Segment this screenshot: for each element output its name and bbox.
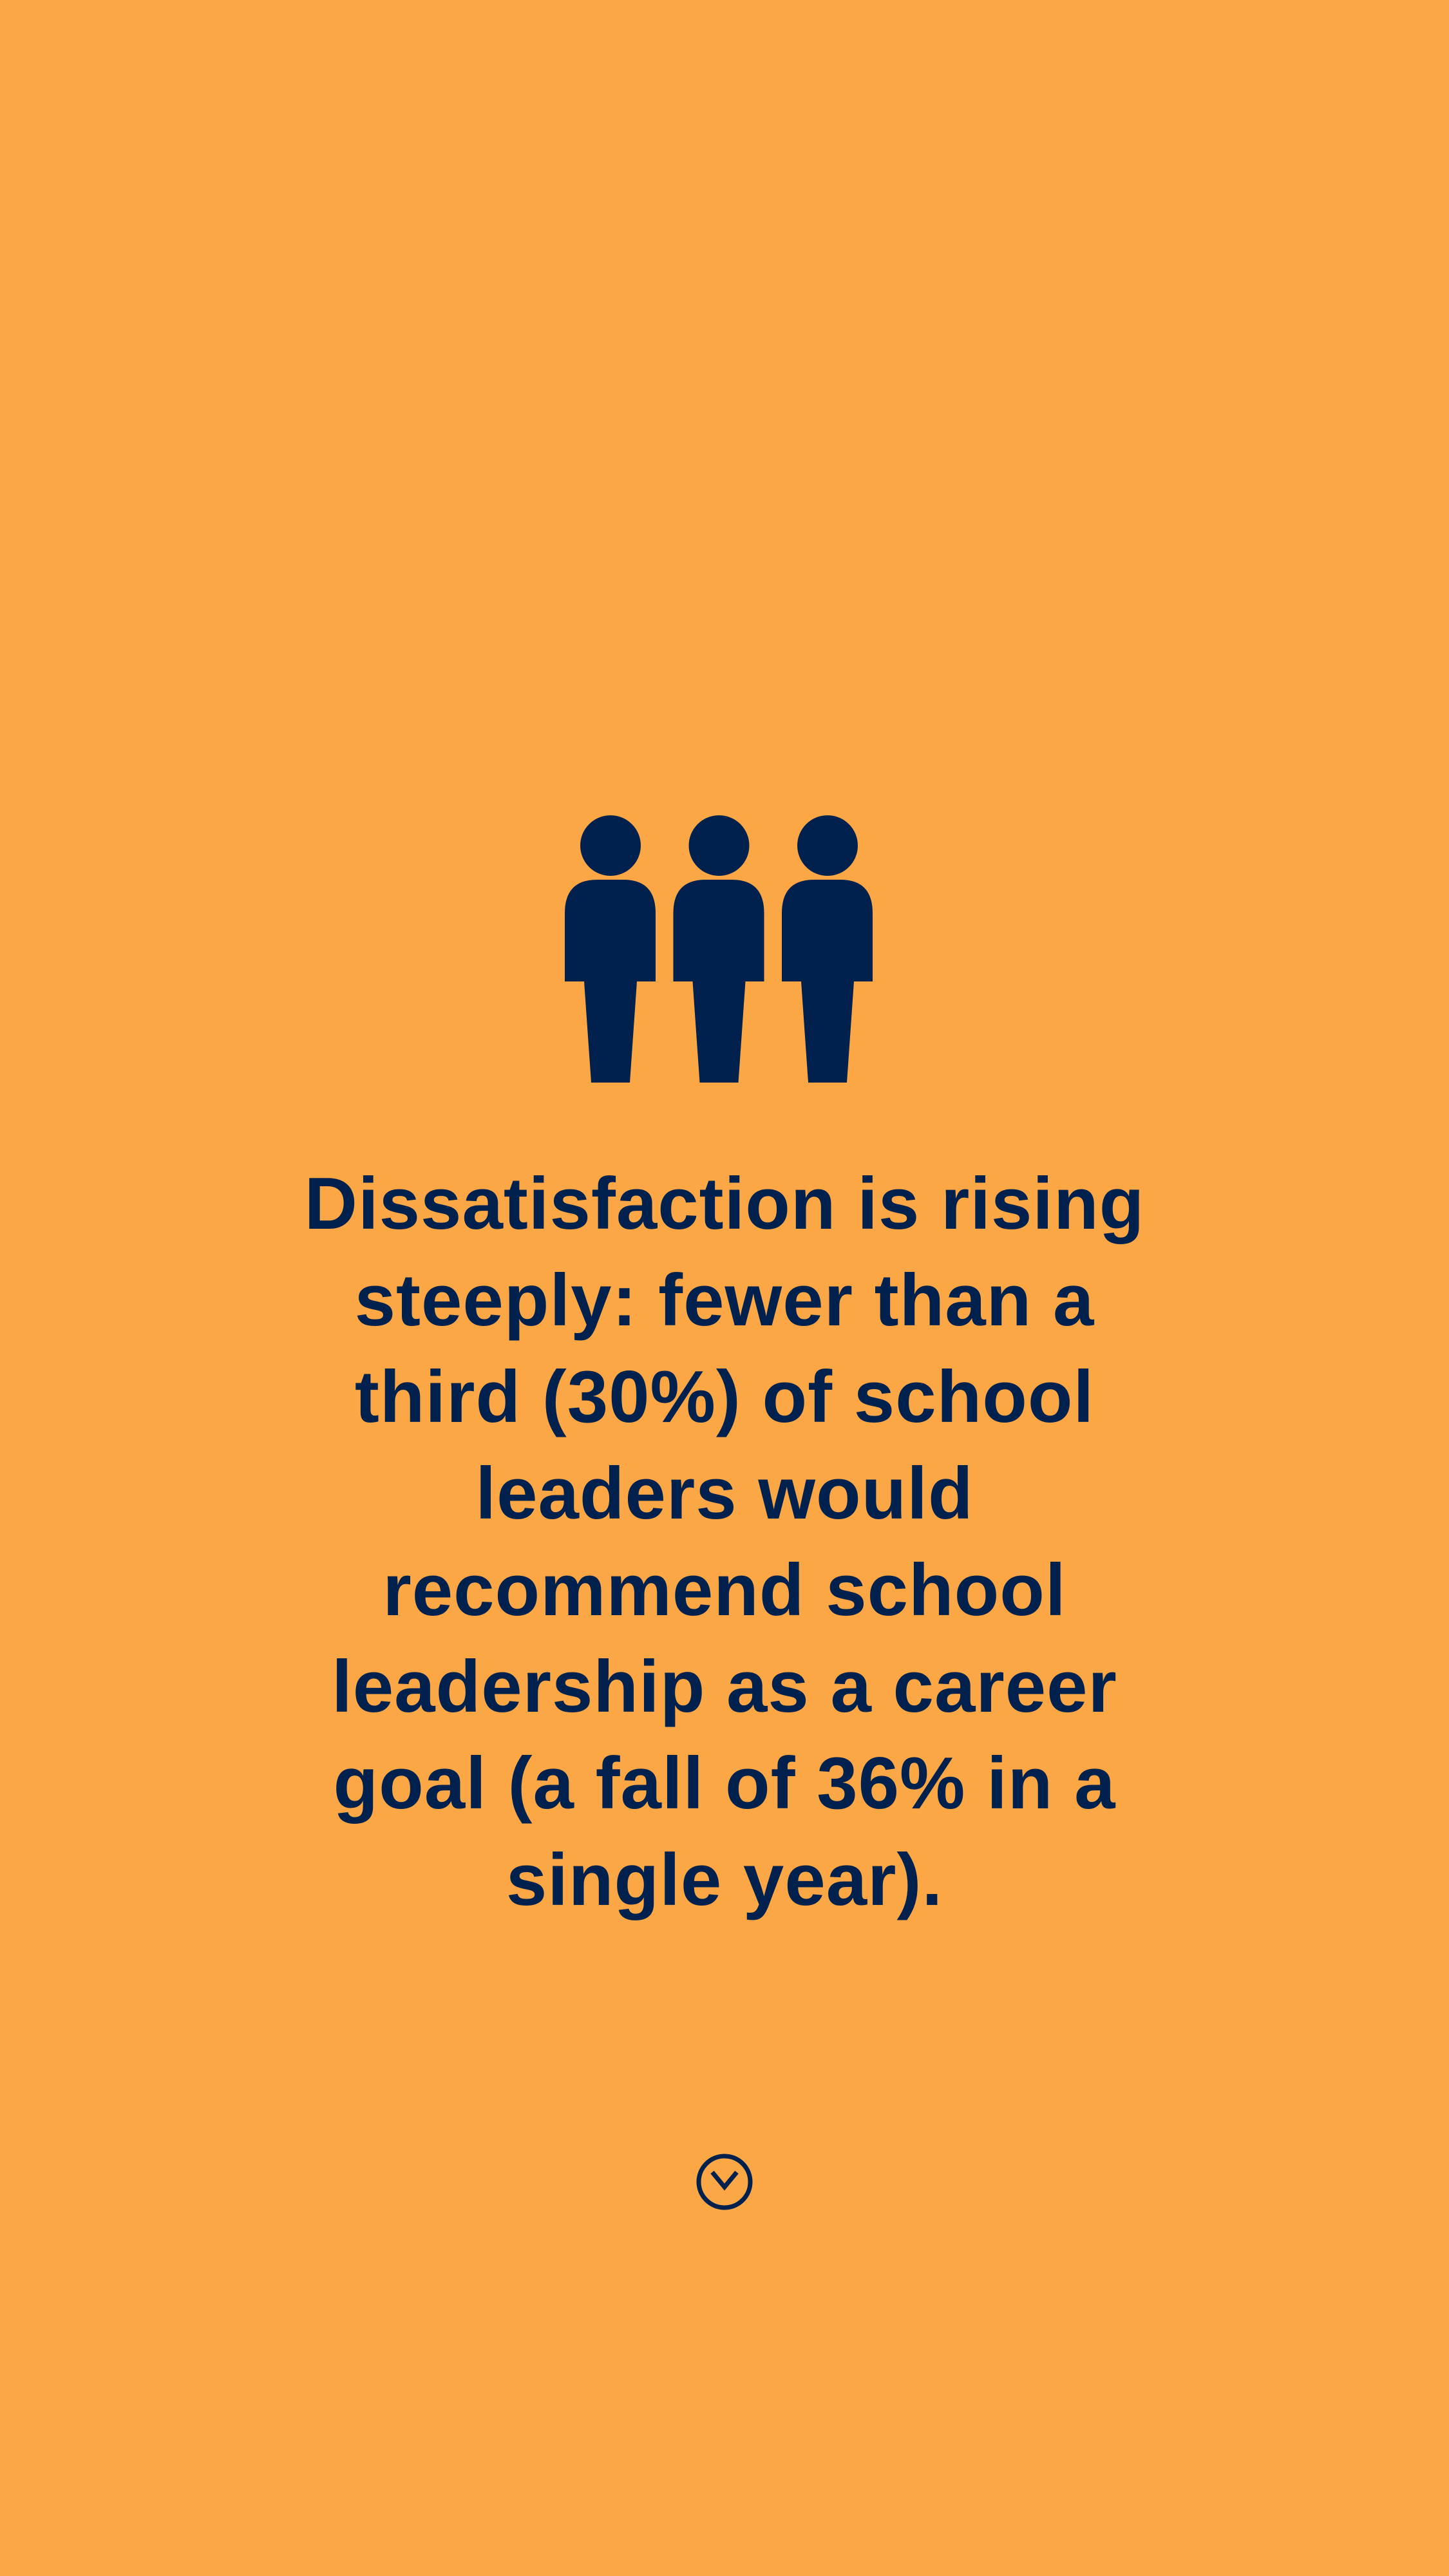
headline-line: steeply: fewer than a: [354, 1260, 1095, 1341]
person-icon: [782, 815, 873, 1083]
headline-line: recommend school: [383, 1549, 1066, 1631]
headline-line: leadership as a career: [332, 1646, 1117, 1728]
headline-statement: Dissatisfaction is rising steeply: fewer…: [0, 1156, 1449, 1929]
three-people-icon: [565, 815, 873, 1083]
headline-line: Dissatisfaction is rising: [304, 1163, 1145, 1245]
headline-line: leaders would: [475, 1453, 974, 1535]
person-icon: [565, 815, 656, 1083]
headline-line: goal (a fall of 36% in a: [333, 1743, 1116, 1824]
chevron-down-circle-icon[interactable]: [692, 2150, 757, 2214]
headline-line: single year).: [506, 1839, 943, 1921]
person-icon: [673, 815, 764, 1083]
headline-line: third (30%) of school: [354, 1356, 1095, 1438]
